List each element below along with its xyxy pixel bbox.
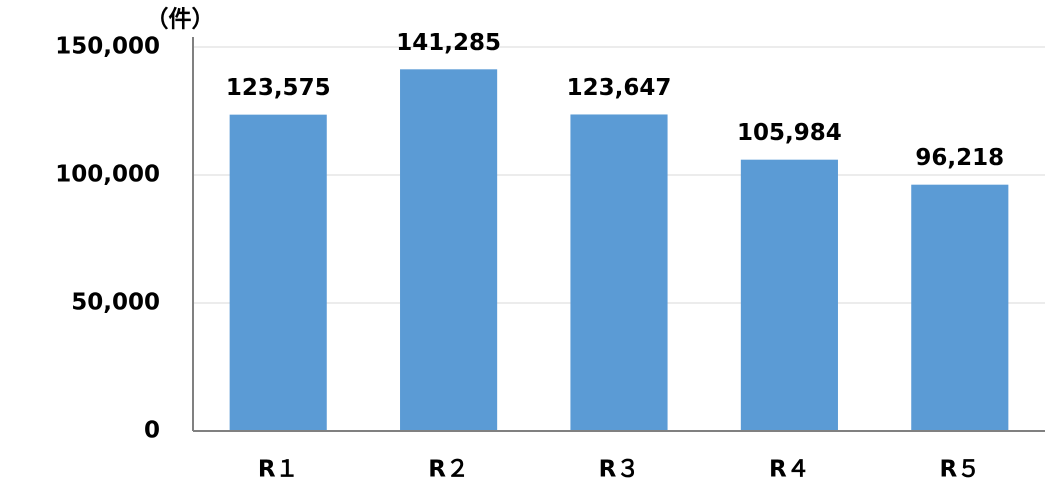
bar — [570, 114, 668, 431]
y-tick-label: 100,000 — [55, 162, 160, 188]
x-tick-label: R５ — [939, 457, 980, 483]
y-tick-label: 0 — [144, 418, 160, 444]
bar — [740, 159, 838, 431]
y-tick-label: 150,000 — [55, 34, 160, 60]
x-tick-label: R４ — [769, 457, 810, 483]
data-label: 105,984 — [737, 120, 842, 146]
data-label: 96,218 — [915, 145, 1004, 171]
data-label: 123,647 — [567, 75, 672, 101]
y-axis-label: （件） — [146, 6, 215, 33]
bar — [911, 184, 1009, 431]
x-tick-label: R２ — [428, 457, 469, 483]
x-tick-label: R３ — [599, 457, 640, 483]
data-label: 123,575 — [226, 75, 331, 101]
data-label: 141,285 — [396, 30, 501, 56]
bar — [400, 69, 498, 432]
bar — [229, 114, 327, 431]
y-tick-label: 50,000 — [71, 290, 160, 316]
x-tick-label: R１ — [258, 457, 299, 483]
